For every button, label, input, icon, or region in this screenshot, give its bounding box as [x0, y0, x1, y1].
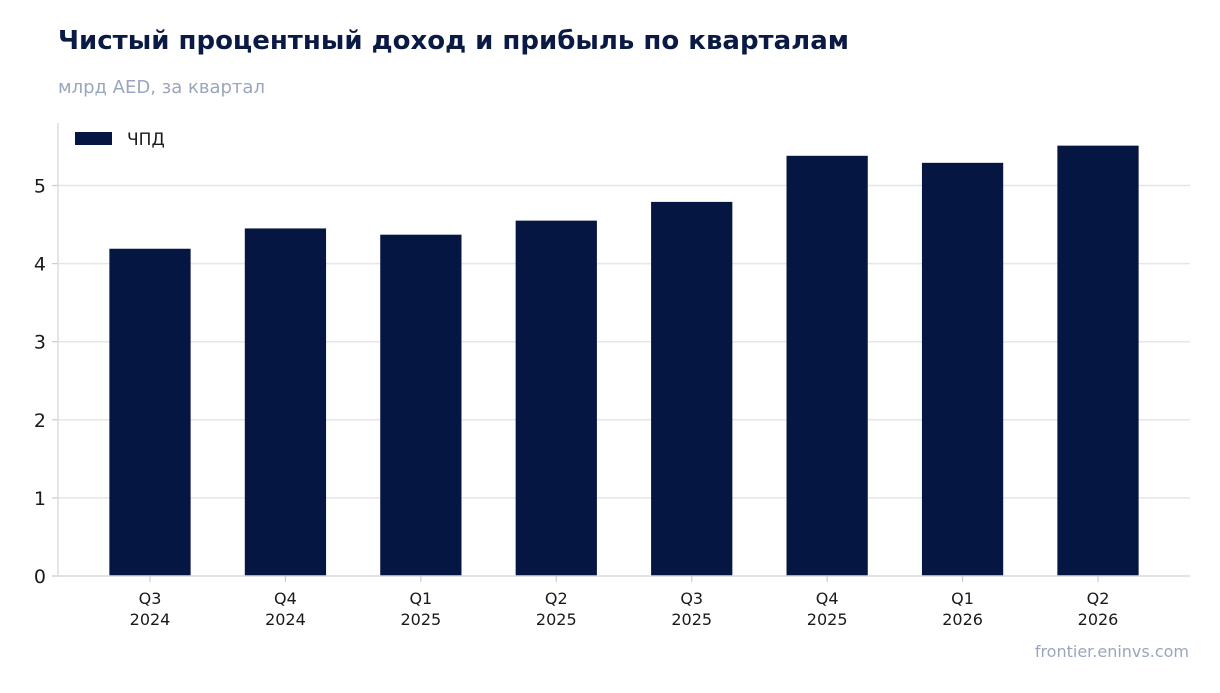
- bar: [109, 248, 191, 576]
- x-tick-label-quarter: Q1: [951, 589, 974, 608]
- x-tick-label-year: 2025: [807, 610, 848, 629]
- axes: 0 1 2 3 4 5 Q3 2024 Q4 2024 Q1 2025 Q2 2025 Q3 2025 Q4 20…: [34, 123, 1190, 629]
- x-tick-label-quarter: Q2: [1087, 589, 1110, 608]
- x-tick-label-quarter: Q2: [545, 589, 568, 608]
- legend: ЧПД: [75, 130, 165, 150]
- x-tick-label-year: 2025: [536, 610, 577, 629]
- chart-subtitle: млрд AED, за квартал: [58, 77, 265, 98]
- bar: [921, 162, 1004, 576]
- legend-swatch: [75, 132, 112, 145]
- x-tick-label-year: 2024: [265, 610, 306, 629]
- y-tick-label: 3: [34, 332, 46, 354]
- bar: [515, 220, 597, 576]
- x-tick-label-year: 2025: [671, 610, 712, 629]
- bars: [109, 145, 1139, 577]
- x-tick-label-quarter: Q3: [680, 589, 703, 608]
- x-tick-label-year: 2025: [400, 610, 441, 629]
- y-tick-label: 0: [34, 566, 46, 588]
- bar: [380, 234, 462, 576]
- x-tick-label-year: 2024: [130, 610, 171, 629]
- x-tick-label-quarter: Q3: [139, 589, 162, 608]
- y-tick-label: 4: [34, 254, 46, 276]
- y-tick-label: 1: [34, 488, 46, 510]
- legend-label: ЧПД: [127, 130, 165, 150]
- x-tick-label-year: 2026: [1078, 610, 1119, 629]
- chart-title: Чистый процентный доход и прибыль по ква…: [58, 26, 850, 56]
- x-tick-label-year: 2026: [942, 610, 983, 629]
- bar: [651, 201, 733, 577]
- source-label: frontier.eninvs.com: [1034, 642, 1189, 661]
- x-tick-label-quarter: Q4: [816, 589, 839, 608]
- y-tick-label: 2: [34, 410, 46, 432]
- bar: [244, 228, 327, 577]
- bar: [786, 155, 868, 576]
- x-tick-label-quarter: Q4: [274, 589, 297, 608]
- bar: [1057, 145, 1139, 576]
- x-tick-label-quarter: Q1: [409, 589, 432, 608]
- grid-lines: [58, 184, 1190, 577]
- y-tick-label: 5: [34, 175, 46, 197]
